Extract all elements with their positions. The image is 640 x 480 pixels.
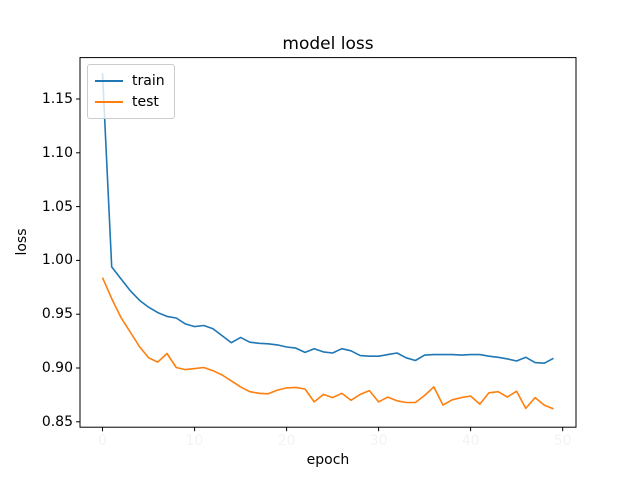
y-tick-label: 1.05	[41, 198, 73, 215]
test-line-swatch	[95, 100, 123, 103]
x-axis-label: epoch	[306, 452, 350, 468]
legend: train test	[87, 64, 175, 119]
train-line-swatch	[95, 79, 123, 82]
legend-entry-train: train	[95, 70, 165, 91]
test-line	[101, 277, 554, 410]
x-tick-label: 10	[185, 433, 204, 449]
x-tick-label: 40	[461, 433, 480, 449]
y-tick-label: 0.95	[41, 306, 73, 323]
x-tick-label: 30	[369, 433, 388, 449]
x-tick-label: 50	[553, 433, 572, 449]
y-tick-label: 1.00	[41, 252, 73, 269]
x-tick-label: 20	[277, 433, 296, 449]
y-tick-label: 1.15	[41, 91, 73, 108]
y-axis-label: loss	[14, 228, 30, 256]
chart-title: model loss	[282, 34, 374, 54]
legend-entry-test: test	[95, 91, 165, 112]
x-tick-label: 0	[98, 433, 107, 449]
train-line	[101, 73, 554, 365]
y-tick-label: 0.90	[41, 360, 73, 377]
y-tick-label: 0.85	[41, 413, 73, 430]
legend-label-test: test	[132, 93, 159, 110]
axes-spines	[79, 57, 577, 428]
y-tick-label: 1.10	[41, 144, 73, 161]
legend-label-train: train	[132, 72, 165, 89]
